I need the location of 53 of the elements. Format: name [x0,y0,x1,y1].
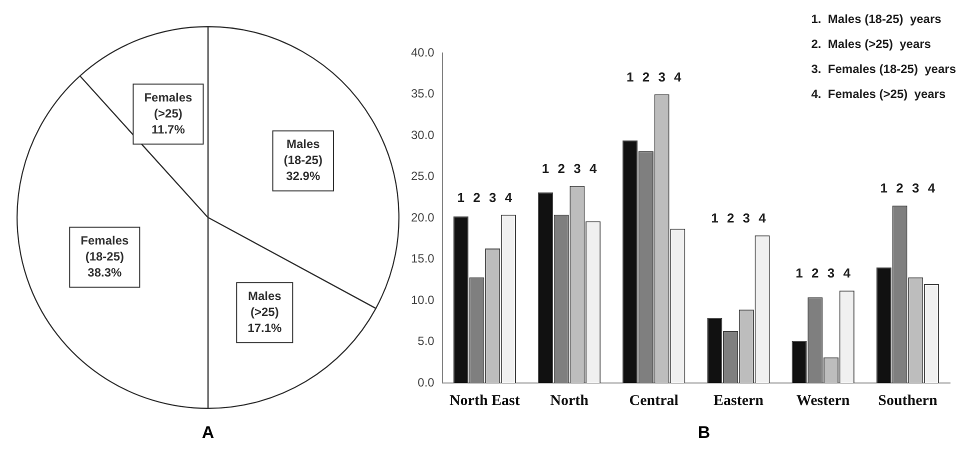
x-tick-label: North [550,392,590,409]
text: 2 [558,160,565,176]
text: 4 [928,180,936,196]
text: A [200,423,216,443]
text: 3 [488,190,496,205]
annotation: 3. Females (18-25) years [811,62,956,78]
y-tick-label: 5.0 [418,334,435,348]
x-tick-label: Eastern [713,392,764,409]
slice-label: Females (>25) [144,90,193,120]
y-tick-label: 35.0 [410,86,435,101]
text: 1. Males (18-25) years [811,12,942,28]
x-tick-label: North East [449,392,520,409]
annotation: 4. Females (>25) years [811,87,947,103]
data-label: 38.3% [88,266,122,280]
text: 4 [589,160,597,176]
text: 4 [674,69,682,84]
text: 1 [542,160,550,176]
data-label: 11.7% [152,122,186,136]
text: 1 [626,69,634,84]
data-label: 32.9% [286,169,320,184]
text: 3 [912,180,920,196]
slice-label: Males (18-25) [284,137,322,168]
text: 2 [473,190,480,205]
text: 1 [796,266,803,281]
text: B [696,423,712,443]
text: 3 [742,210,750,226]
text: 1 [880,180,888,196]
x-tick-label: Western [796,392,850,409]
slice-label: Females (18-25) [80,234,130,264]
text: 2 [642,69,650,84]
series-label: 2 [896,180,904,196]
series-label: 3 [574,160,581,176]
text: 2. Males (>25) years [811,37,932,53]
text: 4 [843,266,850,281]
text: 3 [658,69,666,84]
x-tick-label: Central [629,392,678,409]
y-tick-label: 20.0 [410,210,435,224]
y-tick-label: 25.0 [410,169,435,184]
text: 2 [812,266,819,281]
x-tick-label: Southern [878,392,938,409]
series-label: 1 [457,190,464,205]
text: 4 [758,210,766,226]
text: 2 [726,210,734,226]
y-tick-label: 10.0 [410,292,435,307]
text: 1 [711,210,718,226]
y-tick-label: 15.0 [410,252,435,266]
text: 3 [827,266,835,281]
data-label: 17.1% [248,320,282,335]
slice-label: Males (>25) [248,288,282,319]
y-tick-label: 30.0 [410,128,435,142]
y-tick-label: 0.0 [418,375,435,390]
series-label: 4 [504,190,513,205]
y-tick-label: 40.0 [410,45,435,60]
